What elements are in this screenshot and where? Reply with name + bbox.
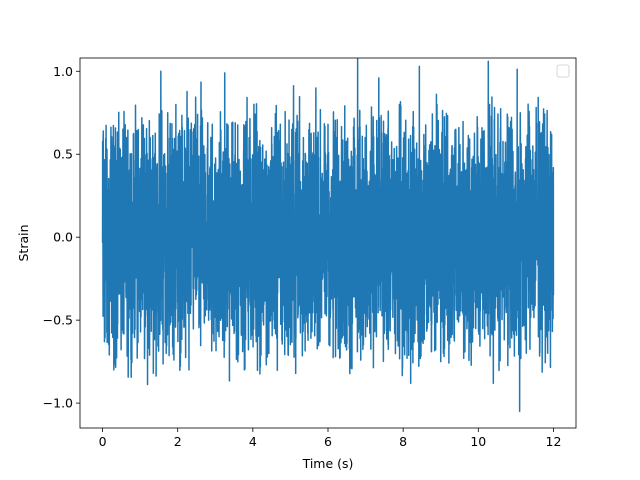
x-tick-label: 8 [399, 434, 407, 449]
legend [556, 64, 570, 78]
y-axis-label: Strain [16, 224, 31, 261]
y-tick-label: 0.0 [53, 230, 73, 245]
x-tick-label: 10 [470, 434, 486, 449]
series-layer [101, 58, 555, 413]
x-ticks: 0 2 4 6 8 10 12 [99, 428, 562, 449]
x-tick-label: 12 [546, 434, 562, 449]
y-tick-label: −0.5 [43, 313, 73, 328]
legend-box [556, 64, 570, 78]
strain-series-line [101, 58, 555, 413]
y-tick-label: 1.0 [53, 64, 73, 79]
plot-area [79, 57, 577, 429]
x-tick-label: 4 [249, 434, 257, 449]
x-tick-label: 6 [324, 434, 332, 449]
y-ticks: −1.0 −0.5 0.0 0.5 1.0 [43, 64, 80, 411]
y-tick-label: −1.0 [43, 396, 73, 411]
x-tick-label: 2 [174, 434, 182, 449]
x-tick-label: 0 [99, 434, 107, 449]
x-axis-label: Time (s) [302, 456, 354, 471]
y-tick-label: 0.5 [53, 147, 73, 162]
